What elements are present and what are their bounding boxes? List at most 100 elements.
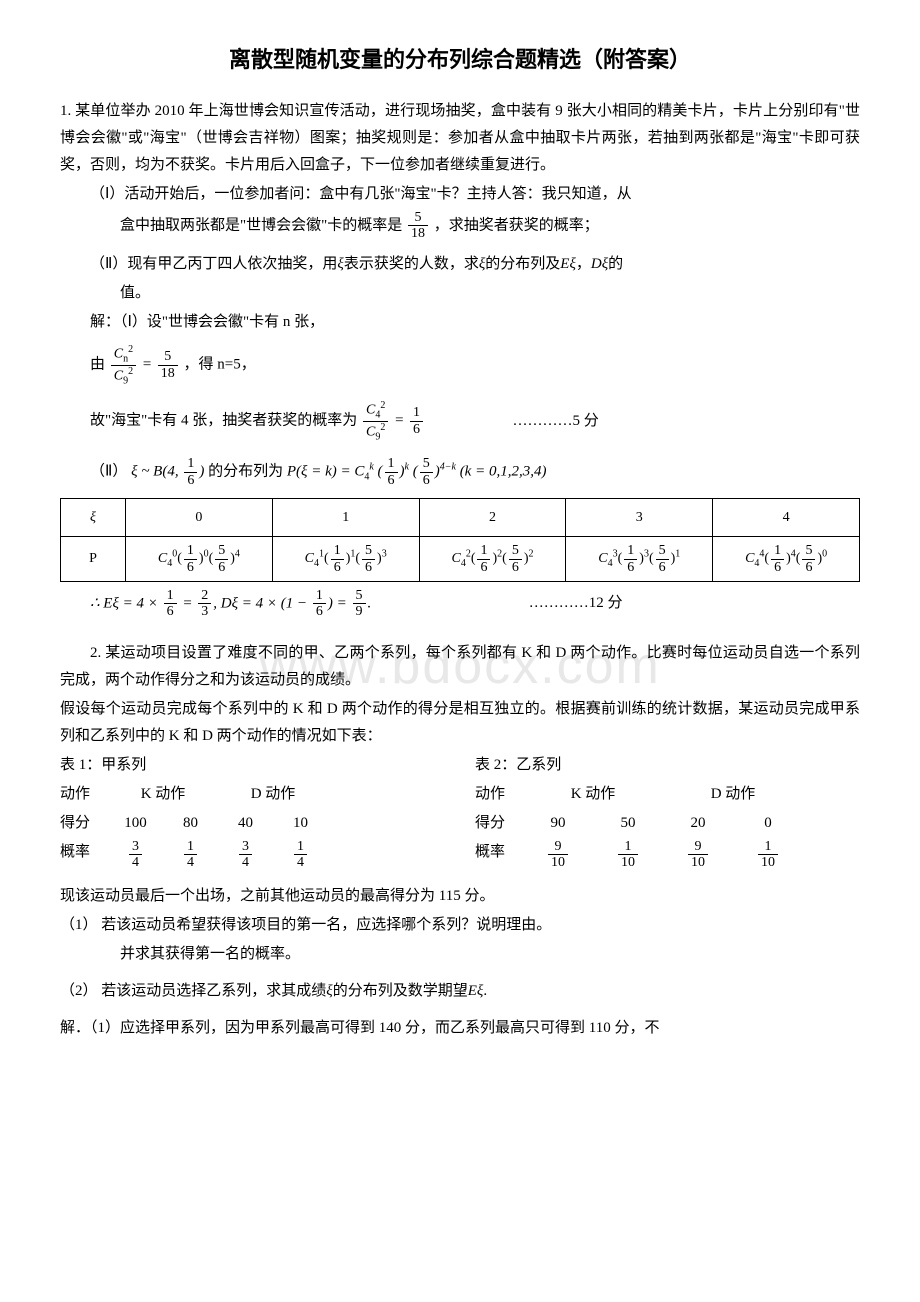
t1-scores: 得分 100 80 40 10 <box>60 810 445 837</box>
t2-p1: 110 <box>593 839 663 871</box>
pmf-expr: P(ξ = k) = C <box>287 464 364 480</box>
t2-p2: 910 <box>663 839 733 871</box>
t1-p3: 14 <box>273 839 328 871</box>
t1-header: 动作 K 动作 D 动作 <box>60 781 445 808</box>
frac-num: 5 <box>408 210 428 226</box>
q1-sol-line2: 故"海宝"卡有 4 张，抽奖者获奖的概率为 C42 C92 = 1 6 …………… <box>60 400 860 442</box>
frac-den-c9: C92 <box>111 366 136 386</box>
t1-lbl-prob: 概率 <box>60 839 108 871</box>
q1-part2-end: 值。 <box>60 280 860 307</box>
dxi-symbol: Dξ <box>591 256 608 272</box>
q1-part1b: 盒中抽取两张都是"世博会会徽"卡的概率是 <box>120 217 402 233</box>
distribution-table: ξ 0 1 2 3 4 P C40(16)0(56)4 C41(16)1(56)… <box>60 498 860 582</box>
t2-p0: 910 <box>523 839 593 871</box>
cell-2: 2 <box>419 498 566 536</box>
table2-column: 表 2：乙系列 动作 K 动作 D 动作 得分 90 50 20 0 概率 91… <box>475 752 860 873</box>
q1-sol-header: 解：（Ⅰ）设"世博会会徽"卡有 n 张， <box>60 309 860 336</box>
t2-caption: 表 2：乙系列 <box>475 752 860 779</box>
t1-s2: 40 <box>218 810 273 837</box>
cell-p2: C42(16)2(56)2 <box>419 537 566 582</box>
den-c92: C92 <box>363 422 388 442</box>
frac-5-18b: 5 18 <box>158 349 178 381</box>
eq1-suffix: ，得 n=5， <box>183 357 255 373</box>
frac-16c: 16 <box>164 588 177 620</box>
t1-s1: 80 <box>163 810 218 837</box>
t2-s1: 50 <box>593 810 663 837</box>
frac-5-18: 5 18 <box>408 210 428 242</box>
q1-expectation: ∴ Eξ = 4 × 16 = 23, Dξ = 4 × (1 − 16) = … <box>60 588 860 620</box>
q2-p1b: 并求其获得第一名的概率。 <box>60 941 860 968</box>
dist-text: 的分布列为 <box>208 464 283 480</box>
table-row-p: P C40(16)0(56)4 C41(16)1(56)3 C42(16)2(5… <box>61 537 860 582</box>
t1-p2: 34 <box>218 839 273 871</box>
cell-0: 0 <box>126 498 273 536</box>
score-12: …………12 分 <box>529 590 623 617</box>
den-6: 6 <box>410 422 423 437</box>
t1-probs: 概率 34 14 34 14 <box>60 839 445 871</box>
t2-s3: 0 <box>733 810 803 837</box>
cell-p-label: P <box>61 537 126 582</box>
frac-c42-c92: C42 C92 <box>363 400 388 442</box>
table1-column: 表 1：甲系列 动作 K 动作 D 动作 得分 100 80 40 10 概率 … <box>60 752 445 873</box>
tables-wrapper: 表 1：甲系列 动作 K 动作 D 动作 得分 100 80 40 10 概率 … <box>60 752 860 873</box>
cell-p3: C43(16)3(56)1 <box>566 537 713 582</box>
cell-xi-label: ξ <box>61 498 126 536</box>
q2-p2: （2） 若该运动员选择乙系列，求其成绩ξ的分布列及数学期望Eξ. <box>60 978 860 1005</box>
page-title: 离散型随机变量的分布列综合题精选（附答案） <box>60 40 860 80</box>
q2-sol: 解．（1）应选择甲系列，因为甲系列最高可得到 140 分，而乙系列最高只可得到 … <box>60 1015 860 1042</box>
q1-part1-line1: （Ⅰ）活动开始后，一位参加者问：盒中有几张"海宝"卡？主持人答：我只知道，从 <box>60 181 860 208</box>
frac-23: 23 <box>198 588 211 620</box>
binom-expr: ξ ~ B(4, <box>131 464 182 480</box>
t2-lbl-score: 得分 <box>475 810 523 837</box>
t2-p3: 110 <box>733 839 803 871</box>
q1-part1c: ，求抽奖者获奖的概率； <box>434 217 599 233</box>
therefore: ∴ Eξ = 4 × <box>90 595 162 611</box>
t1-lbl-action: 动作 <box>60 781 108 808</box>
frac-16a: 16 <box>184 456 197 488</box>
q2-after: 现该运动员最后一个出场，之前其他运动员的最高得分为 115 分。 <box>60 883 860 910</box>
score-5: …………5 分 <box>512 408 598 435</box>
q2-p1a: （1） 若该运动员希望获得该项目的第一名，应选择哪个系列？说明理由。 <box>60 912 860 939</box>
equals-2: = <box>394 413 408 429</box>
num-1: 1 <box>410 405 423 421</box>
q1-p2b: 表示获奖的人数，求 <box>344 256 479 272</box>
q2-intro2: 假设每个运动员完成每个系列中的 K 和 D 两个动作的得分是相互独立的。根据赛前… <box>60 696 860 750</box>
t2-d: D 动作 <box>663 781 803 808</box>
exi-q2: Eξ <box>468 983 484 999</box>
t2-header: 动作 K 动作 D 动作 <box>475 781 860 808</box>
cell-1: 1 <box>272 498 419 536</box>
t1-s3: 10 <box>273 810 328 837</box>
frac-16d: 16 <box>313 588 326 620</box>
cell-p0: C40(16)0(56)4 <box>126 537 273 582</box>
q2-intro: 2. 某运动项目设置了难度不同的甲、乙两个系列，每个系列都有 K 和 D 两个动… <box>60 640 860 694</box>
frac-1-6: 1 6 <box>410 405 423 437</box>
table-row-xi: ξ 0 1 2 3 4 <box>61 498 860 536</box>
sol-line2a: 故"海宝"卡有 4 张，抽奖者获奖的概率为 <box>90 413 357 429</box>
t1-p0: 34 <box>108 839 163 871</box>
t2-lbl-prob: 概率 <box>475 839 523 871</box>
eq1-prefix: 由 <box>90 357 105 373</box>
document-content: 离散型随机变量的分布列综合题精选（附答案） 1. 某单位举办 2010 年上海世… <box>60 40 860 1042</box>
den-18: 18 <box>158 366 178 381</box>
t2-k: K 动作 <box>523 781 663 808</box>
t1-p1: 14 <box>163 839 218 871</box>
q1-p2d: ， <box>576 256 591 272</box>
part2-label: （Ⅱ） <box>90 464 127 480</box>
q1-sol-eq1: 由 Cn2 C92 = 5 18 ，得 n=5， <box>60 344 860 386</box>
t1-k: K 动作 <box>108 781 218 808</box>
cell-4: 4 <box>713 498 860 536</box>
num-5: 5 <box>158 349 178 365</box>
frac-num-cn: Cn2 <box>111 344 136 365</box>
frac-56: 56 <box>420 456 433 488</box>
q1-p2c: 的分布列及 <box>485 256 560 272</box>
t2-s0: 90 <box>523 810 593 837</box>
cell-3: 3 <box>566 498 713 536</box>
q1-p2e: 的 <box>608 256 623 272</box>
q1-p2a: （Ⅱ）现有甲乙丙丁四人依次抽奖，用 <box>90 256 337 272</box>
q1-part1-line2: 盒中抽取两张都是"世博会会徽"卡的概率是 5 18 ，求抽奖者获奖的概率； <box>60 210 860 242</box>
t2-lbl-action: 动作 <box>475 781 523 808</box>
frac-59: 59 <box>353 588 366 620</box>
t1-lbl-score: 得分 <box>60 810 108 837</box>
t2-s2: 20 <box>663 810 733 837</box>
q1-sol-part2: （Ⅱ） ξ ~ B(4, 16) 的分布列为 P(ξ = k) = C4k (1… <box>60 456 860 488</box>
